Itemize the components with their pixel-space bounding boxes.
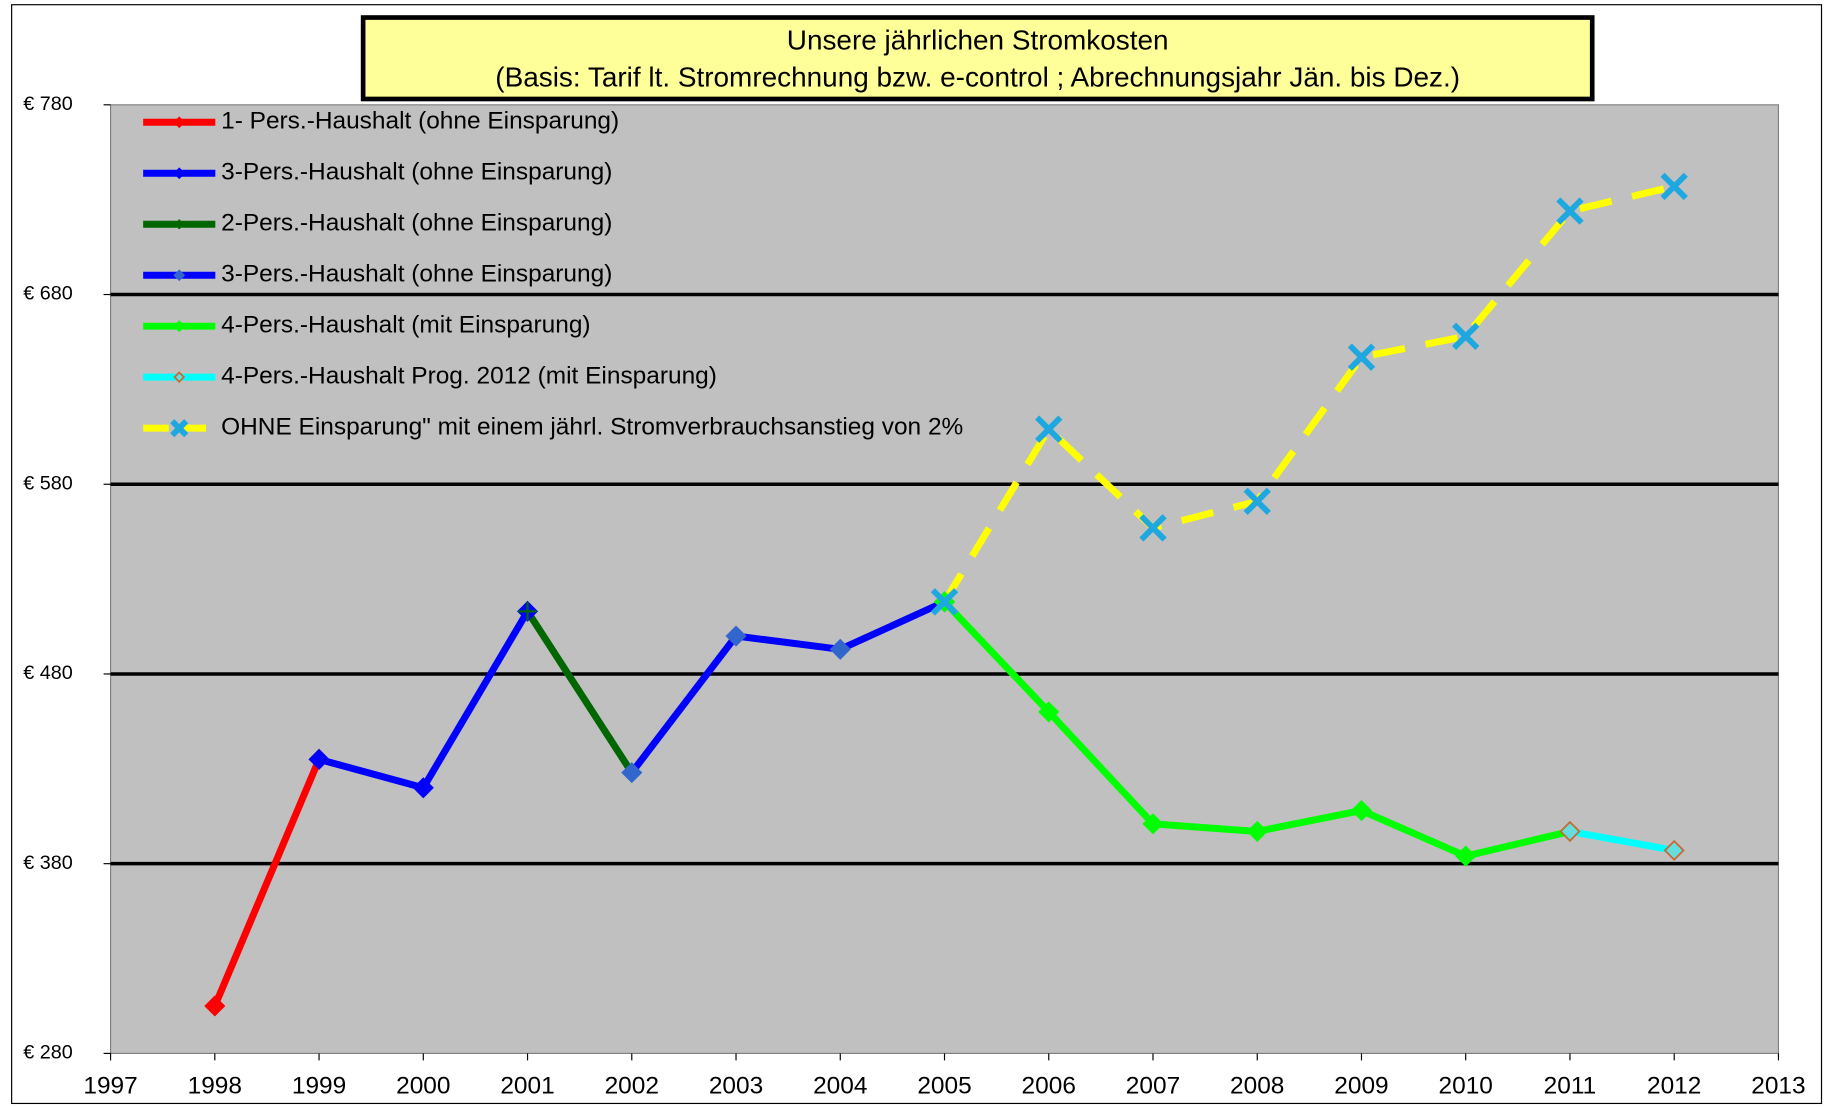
marker <box>829 638 851 660</box>
legend-label: 3-Pers.-Haushalt (ohne Einsparung) <box>221 261 612 288</box>
x-tick-label: 2008 <box>1230 1073 1284 1100</box>
legend-label: 2-Pers.-Haushalt (ohne Einsparung) <box>221 210 612 237</box>
marker <box>1556 197 1584 225</box>
title-box <box>360 15 1595 102</box>
marker <box>518 602 537 621</box>
y-tick-label: € 380 <box>23 852 72 874</box>
x-tick-label: 2013 <box>1751 1073 1805 1100</box>
x-tick-label: 2006 <box>1022 1073 1076 1100</box>
legend-marker <box>174 219 184 229</box>
x-tick-label: 1998 <box>188 1073 242 1100</box>
chart-title: Unsere jährlichen Stromkosten <box>787 24 1169 55</box>
legend-label: 3-Pers.-Haushalt (ohne Einsparung) <box>221 159 612 186</box>
chart-subtitle: (Basis: Tarif lt. Stromrechnung bzw. e-c… <box>495 62 1460 93</box>
x-tick-label: 2003 <box>709 1073 763 1100</box>
legend-label: 1- Pers.-Haushalt (ohne Einsparung) <box>221 108 619 135</box>
marker <box>1455 845 1477 867</box>
marker <box>930 588 959 616</box>
x-tick-label: 2012 <box>1647 1073 1701 1100</box>
marker <box>1347 343 1376 371</box>
marker <box>1246 820 1268 842</box>
series-line <box>629 598 946 775</box>
legend-marker <box>173 116 186 129</box>
legend-marker <box>173 371 186 384</box>
legend-marker <box>173 269 186 282</box>
series-line <box>211 757 323 1008</box>
grid <box>103 104 1780 1061</box>
legend-label: 4-Pers.-Haushalt (mit Einsparung) <box>221 312 590 339</box>
legend-marker <box>170 419 189 438</box>
marker <box>1663 839 1685 861</box>
x-tick-label: 2007 <box>1126 1073 1180 1100</box>
marker <box>1660 172 1688 201</box>
marker <box>204 995 226 1017</box>
y-tick-label: € 680 <box>23 283 72 305</box>
marker <box>1038 701 1060 723</box>
x-tick-label: 1997 <box>83 1073 137 1100</box>
marker <box>621 762 643 784</box>
x-tick-label: 2002 <box>605 1073 659 1100</box>
series-lines <box>204 172 1688 1017</box>
y-tick-label: € 580 <box>23 472 72 494</box>
x-tick-label: 2010 <box>1439 1073 1493 1100</box>
legend-label: OHNE Einsparung" mit einem jährl. Stromv… <box>221 414 963 441</box>
x-tick-label: 2009 <box>1334 1073 1388 1100</box>
marker <box>1142 813 1164 835</box>
x-tick-label: 2000 <box>396 1073 450 1100</box>
x-tick-label: 1999 <box>292 1073 346 1100</box>
series-line <box>1569 827 1675 854</box>
marker <box>1243 487 1271 516</box>
legend-marker <box>173 167 186 180</box>
marker <box>1559 820 1581 842</box>
series-line <box>524 609 635 775</box>
marker <box>308 748 330 770</box>
marker <box>1452 322 1480 350</box>
y-tick-label: € 780 <box>23 93 72 115</box>
y-tick-label: € 280 <box>23 1042 72 1064</box>
plot-area <box>109 104 1780 1054</box>
x-tick-label: 2001 <box>500 1073 554 1100</box>
legend-marker <box>173 320 186 333</box>
marker <box>725 625 747 647</box>
x-tick-label: 2005 <box>917 1073 971 1100</box>
y-tick-label: € 480 <box>23 662 72 684</box>
legend-label: 4-Pers.-Haushalt Prog. 2012 (mit Einspar… <box>221 363 717 390</box>
x-tick-label: 2004 <box>813 1073 867 1100</box>
marker <box>1139 514 1167 542</box>
marker <box>1035 415 1063 443</box>
marker <box>412 777 434 799</box>
series-line <box>941 182 1676 604</box>
marker <box>1350 800 1373 822</box>
x-tick-label: 2011 <box>1544 1073 1597 1100</box>
